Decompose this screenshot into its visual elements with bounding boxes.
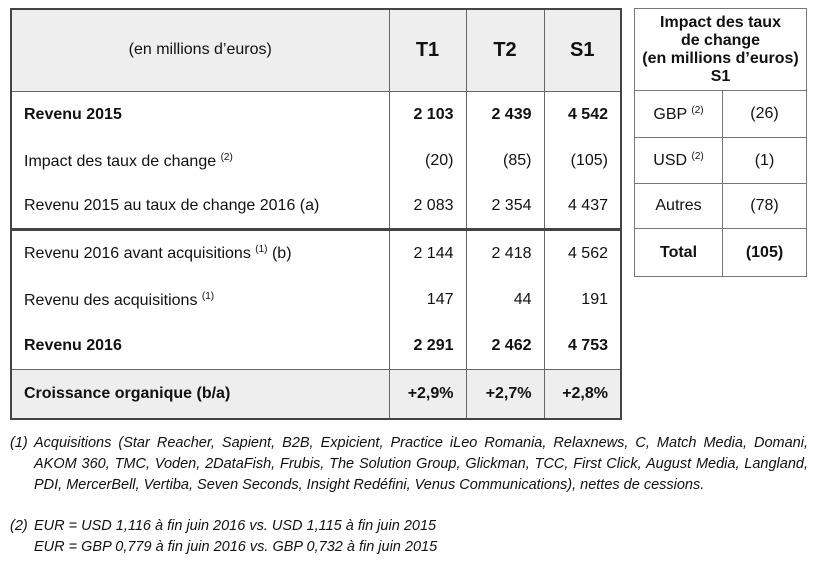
row-label: Revenu des acquisitions (1) [11, 277, 389, 323]
footnote-marker: (2) [10, 518, 28, 534]
label-text: Total [659, 243, 698, 261]
row-label: Revenu 2015 [11, 91, 389, 138]
cell: 4 437 [543, 184, 621, 229]
cell: 147 [388, 277, 466, 323]
row: Revenu des acquisitions (1) 147 44 191 [11, 277, 621, 323]
cell: 2 462 [465, 323, 544, 369]
footnote-ref: (2) [691, 151, 704, 162]
cell: (105) [721, 228, 808, 277]
cell: 2 144 [388, 227, 466, 277]
label-text: Revenu 2016 [24, 336, 122, 354]
footnote-ref: (2) [691, 104, 704, 116]
row-label: Revenu 2016 [11, 323, 389, 369]
row: Autres (78) [634, 183, 808, 229]
cell: 2 418 [465, 227, 544, 277]
header-row: (en millions d’euros) T1 T2 S1 [11, 9, 621, 92]
header-title: Impact des taux de change [660, 13, 781, 49]
label-text: USD [653, 152, 688, 169]
row-label: GBP (2) [634, 90, 723, 138]
row-label: Croissance organique (b/a) [11, 368, 389, 419]
cell: (85) [465, 138, 544, 184]
cell: +2,9% [388, 368, 466, 419]
revenue-table: (en millions d’euros) T1 T2 S1 Revenu 20… [10, 8, 622, 420]
label-text: Impact des taux de change [24, 152, 217, 170]
label-suffix: (b) [271, 245, 292, 263]
row: USD (2) (1) [634, 137, 808, 184]
row-label: Impact des taux de change (2) [11, 138, 389, 184]
cell: 2 291 [388, 323, 466, 369]
cell: (78) [721, 183, 808, 229]
header-cell: T2 [465, 9, 544, 92]
header-cell: Impact des taux de change (en millions d… [633, 8, 808, 91]
row: Revenu 2016 2 291 2 462 4 753 [11, 323, 621, 369]
row: Revenu 2015 au taux de change 2016 (a) 2… [11, 184, 621, 229]
row: Revenu 2015 2 103 2 439 4 542 [11, 91, 621, 138]
label-text: Revenu 2015 au taux de change 2016 (a) [24, 196, 320, 214]
footnotes: (1) Acquisitions (Star Reacher, Sapient,… [10, 433, 808, 558]
cell: 2 354 [465, 184, 544, 229]
footnote-ref: (2) [220, 151, 233, 163]
cell: 191 [543, 277, 621, 323]
row: Impact des taux de change (2) (20) (85) … [11, 138, 621, 184]
cell: 44 [465, 277, 544, 323]
cell: 2 103 [388, 91, 466, 138]
footnote: (1) Acquisitions (Star Reacher, Sapient,… [10, 433, 808, 496]
cell: (1) [721, 137, 808, 184]
cell: (26) [721, 90, 808, 138]
footnote-marker: (1) [10, 435, 28, 451]
fx-impact-table: Impact des taux de change (en millions d… [633, 8, 808, 277]
row-label: USD (2) [634, 137, 723, 184]
cell: 4 542 [543, 91, 621, 138]
header-cell: (en millions d’euros) [11, 9, 389, 92]
row: GBP (2) (26) [634, 90, 808, 138]
cell: +2,8% [543, 368, 621, 419]
footnote-text: EUR = USD 1,116 à fin juin 2016 vs. USD … [34, 516, 808, 558]
label-text: Revenu des acquisitions [24, 291, 198, 309]
row-label: Total [634, 228, 723, 277]
header-cell: T1 [388, 9, 466, 92]
header-cell: S1 [543, 9, 621, 92]
footnote: (2) EUR = USD 1,116 à fin juin 2016 vs. … [10, 516, 808, 558]
cell: 2 083 [388, 184, 466, 229]
header-period: S1 [710, 67, 731, 85]
row: Total (105) [634, 228, 808, 277]
label-text: Revenu 2016 avant acquisitions [24, 245, 251, 263]
label-text: Revenu 2015 [24, 105, 122, 123]
header-row: Impact des taux de change (en millions d… [633, 8, 808, 91]
label-text: Croissance organique (b/a) [24, 384, 231, 402]
header-unit: (en millions d’euros) [642, 49, 799, 67]
label-text: GBP [653, 105, 687, 123]
footnote-text: Acquisitions (Star Reacher, Sapient, B2B… [34, 435, 808, 493]
row-label: Revenu 2016 avant acquisitions (1) (b) [11, 227, 389, 277]
cell: (20) [388, 138, 466, 184]
cell: 2 439 [465, 91, 544, 138]
footnote-line: EUR = USD 1,116 à fin juin 2016 vs. USD … [34, 518, 437, 534]
label-text: Autres [655, 197, 702, 214]
footnote-ref: (1) [255, 244, 268, 256]
row-label: Autres [634, 183, 723, 229]
cell: (105) [543, 138, 621, 184]
cell: 4 562 [543, 227, 621, 277]
cell: +2,7% [465, 368, 544, 419]
footnote-line: EUR = GBP 0,779 à fin juin 2016 vs. GBP … [34, 539, 438, 555]
row-label: Revenu 2015 au taux de change 2016 (a) [11, 184, 389, 229]
row: Croissance organique (b/a) +2,9% +2,7% +… [11, 368, 621, 419]
row: Revenu 2016 avant acquisitions (1) (b) 2… [11, 227, 621, 277]
cell: 4 753 [543, 323, 621, 369]
footnote-ref: (1) [201, 290, 215, 302]
